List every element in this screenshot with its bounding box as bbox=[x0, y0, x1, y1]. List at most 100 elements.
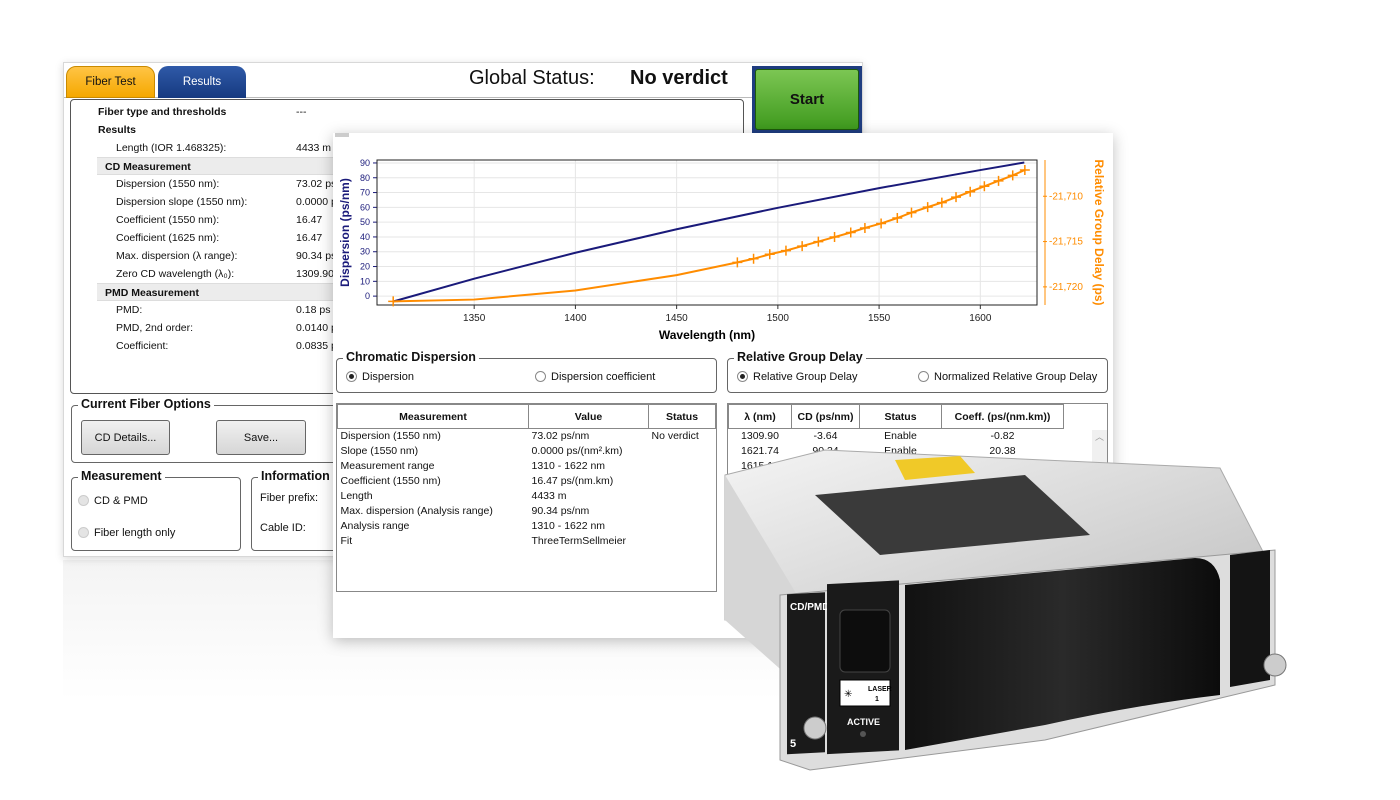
group-delay-marker bbox=[892, 213, 903, 223]
x-tick-label: 1350 bbox=[463, 313, 486, 324]
start-label: Start bbox=[789, 91, 825, 108]
radio-label: Normalized Relative Group Delay bbox=[934, 371, 1098, 383]
measurement-group: Measurement CD & PMD Fiber length only bbox=[71, 469, 241, 551]
group-delay-marker bbox=[845, 227, 856, 238]
group-title: Chromatic Dispersion bbox=[343, 350, 479, 364]
table-cell: 4433 m bbox=[531, 490, 567, 502]
radio-label: Dispersion bbox=[362, 371, 414, 383]
table-row[interactable]: Measurement range 1310 - 1622 nm bbox=[338, 459, 716, 474]
information-group: Information Fiber prefix: Cable ID: bbox=[251, 469, 371, 551]
radio-dispersion[interactable]: Dispersion bbox=[346, 371, 414, 383]
summary-value: 90.34 ps bbox=[296, 250, 337, 262]
cd-details-button[interactable]: CD Details... bbox=[81, 420, 170, 455]
table-cell: 20.38 bbox=[989, 445, 1016, 457]
group-delay-marker bbox=[1019, 164, 1030, 175]
summary-label: Zero CD wavelength (λ₀): bbox=[116, 268, 235, 280]
module-label: CD/PMD bbox=[790, 602, 829, 613]
x-tick-label: 1550 bbox=[868, 313, 891, 324]
group-title: Current Fiber Options bbox=[78, 397, 214, 411]
col-value[interactable]: Value bbox=[528, 404, 649, 429]
table-cell bbox=[649, 519, 716, 534]
x-tick-label: 1500 bbox=[767, 313, 790, 324]
table-cell: 16.47 ps/(nm.km) bbox=[531, 475, 614, 487]
summary-value: 73.02 ps bbox=[296, 178, 337, 190]
col-status[interactable]: Status bbox=[648, 404, 716, 429]
summary-label: Length (IOR 1.468325): bbox=[116, 142, 227, 154]
table-row[interactable]: Coefficient (1550 nm) 16.47 ps/(nm.km) bbox=[338, 474, 716, 489]
col-cd[interactable]: CD (ps/nm) bbox=[791, 404, 860, 429]
table-cell: Max. dispersion (Analysis range) bbox=[340, 505, 493, 517]
summary-value: 4433 m bbox=[296, 142, 332, 154]
x-axis-label: Wavelength (nm) bbox=[659, 328, 755, 342]
summary-row: Coefficient (1550 nm): 16.47 bbox=[71, 211, 741, 229]
radio-label: Fiber length only bbox=[94, 527, 176, 539]
table-cell: Length bbox=[340, 490, 373, 502]
table-cell: -3.64 bbox=[813, 430, 838, 443]
col-status[interactable]: Status bbox=[859, 404, 942, 429]
chromatic-dispersion-group: Chromatic Dispersion Dispersion Dispersi… bbox=[336, 350, 717, 393]
start-button[interactable]: Start bbox=[755, 69, 859, 130]
group-delay-marker bbox=[859, 222, 870, 233]
y2-tick-label: -21,720 bbox=[1049, 282, 1083, 293]
table-cell: Slope (1550 nm) bbox=[340, 445, 419, 457]
radio-label: Dispersion coefficient bbox=[551, 371, 656, 383]
y-axis-label: Dispersion (ps/nm) bbox=[338, 178, 352, 287]
table-row[interactable]: 1309.90 -3.64 Enable -0.82 bbox=[729, 429, 1064, 444]
radio-normalized-relative-group-delay[interactable]: Normalized Relative Group Delay bbox=[918, 371, 1097, 383]
table-row[interactable]: Max. dispersion (Analysis range) 90.34 ps… bbox=[338, 504, 716, 519]
group-title: Relative Group Delay bbox=[734, 350, 866, 364]
laser-label-box bbox=[839, 679, 891, 707]
radio-fiber-length-only[interactable]: Fiber length only bbox=[78, 527, 175, 539]
summary-value: 0.0140 p bbox=[296, 322, 337, 334]
checkbox[interactable] bbox=[335, 133, 349, 137]
summary-value: 16.47 bbox=[296, 214, 323, 226]
current-fiber-options-group: Current Fiber Options CD Details... Save… bbox=[71, 397, 371, 463]
table-cell: Measurement range bbox=[340, 460, 435, 472]
group-delay-marker bbox=[951, 192, 962, 203]
top-label-panel bbox=[815, 475, 1090, 555]
laser-label: LASER bbox=[868, 686, 892, 693]
summary-row: Coefficient (1625 nm): 16.47 bbox=[71, 229, 741, 247]
x-tick-label: 1400 bbox=[564, 313, 587, 324]
handle bbox=[905, 558, 1220, 750]
table-row[interactable]: Slope (1550 nm) 0.0000 ps/(nm².km) bbox=[338, 444, 716, 459]
table-cell: No verdict bbox=[651, 430, 699, 443]
radio-relative-group-delay[interactable]: Relative Group Delay bbox=[737, 371, 858, 383]
summary-label: PMD: bbox=[116, 304, 143, 316]
fiber-connector bbox=[839, 609, 891, 673]
group-delay-marker bbox=[829, 232, 840, 243]
save-button[interactable]: Save... bbox=[216, 420, 306, 455]
col-wavelength[interactable]: λ (nm) bbox=[728, 404, 792, 429]
table-row[interactable]: Dispersion (1550 nm) 73.02 ps/nm No verdic… bbox=[338, 429, 716, 444]
radio-dispersion-coefficient[interactable]: Dispersion coefficient bbox=[535, 371, 655, 383]
table-row[interactable]: Length 4433 m bbox=[338, 489, 716, 504]
table-cell: Analysis range bbox=[340, 520, 410, 532]
scroll-up-icon[interactable]: ︿ bbox=[1094, 432, 1104, 442]
group-delay-marker bbox=[780, 245, 791, 256]
table-cell: -0.82 bbox=[990, 430, 1015, 443]
warning-label bbox=[895, 456, 975, 480]
tab-results[interactable]: Results bbox=[158, 66, 246, 98]
table-cell bbox=[649, 474, 716, 489]
radio-circle bbox=[346, 371, 357, 382]
x-tick-label: 1450 bbox=[666, 313, 689, 324]
radio-circle bbox=[918, 371, 929, 382]
table-row[interactable]: Analysis range 1310 - 1622 nm bbox=[338, 519, 716, 534]
group-delay-marker bbox=[797, 241, 808, 252]
table-row[interactable]: Fit ThreeTermSellmeier bbox=[338, 534, 716, 549]
fiber-prefix-label: Fiber prefix: bbox=[260, 492, 319, 504]
summary-label: Coefficient (1550 nm): bbox=[116, 214, 220, 226]
radio-cd-pmd[interactable]: CD & PMD bbox=[78, 495, 148, 507]
col-coeff[interactable]: Coeff. (ps/(nm.km)) bbox=[941, 404, 1064, 429]
cable-id-label: Cable ID: bbox=[260, 522, 306, 534]
y-tick-label: 90 bbox=[360, 158, 370, 168]
summary-value: --- bbox=[296, 106, 307, 118]
tab-fiber-test[interactable]: Fiber Test bbox=[66, 66, 155, 98]
summary-row: Max. dispersion (λ range): 90.34 ps bbox=[71, 247, 741, 265]
radio-circle bbox=[78, 495, 89, 506]
thumbscrew-right bbox=[1263, 653, 1287, 677]
group-delay-marker bbox=[906, 207, 917, 218]
y2-tick-label: -21,715 bbox=[1049, 237, 1083, 248]
col-measurement[interactable]: Measurement bbox=[337, 404, 529, 429]
y-tick-label: 20 bbox=[360, 262, 370, 272]
